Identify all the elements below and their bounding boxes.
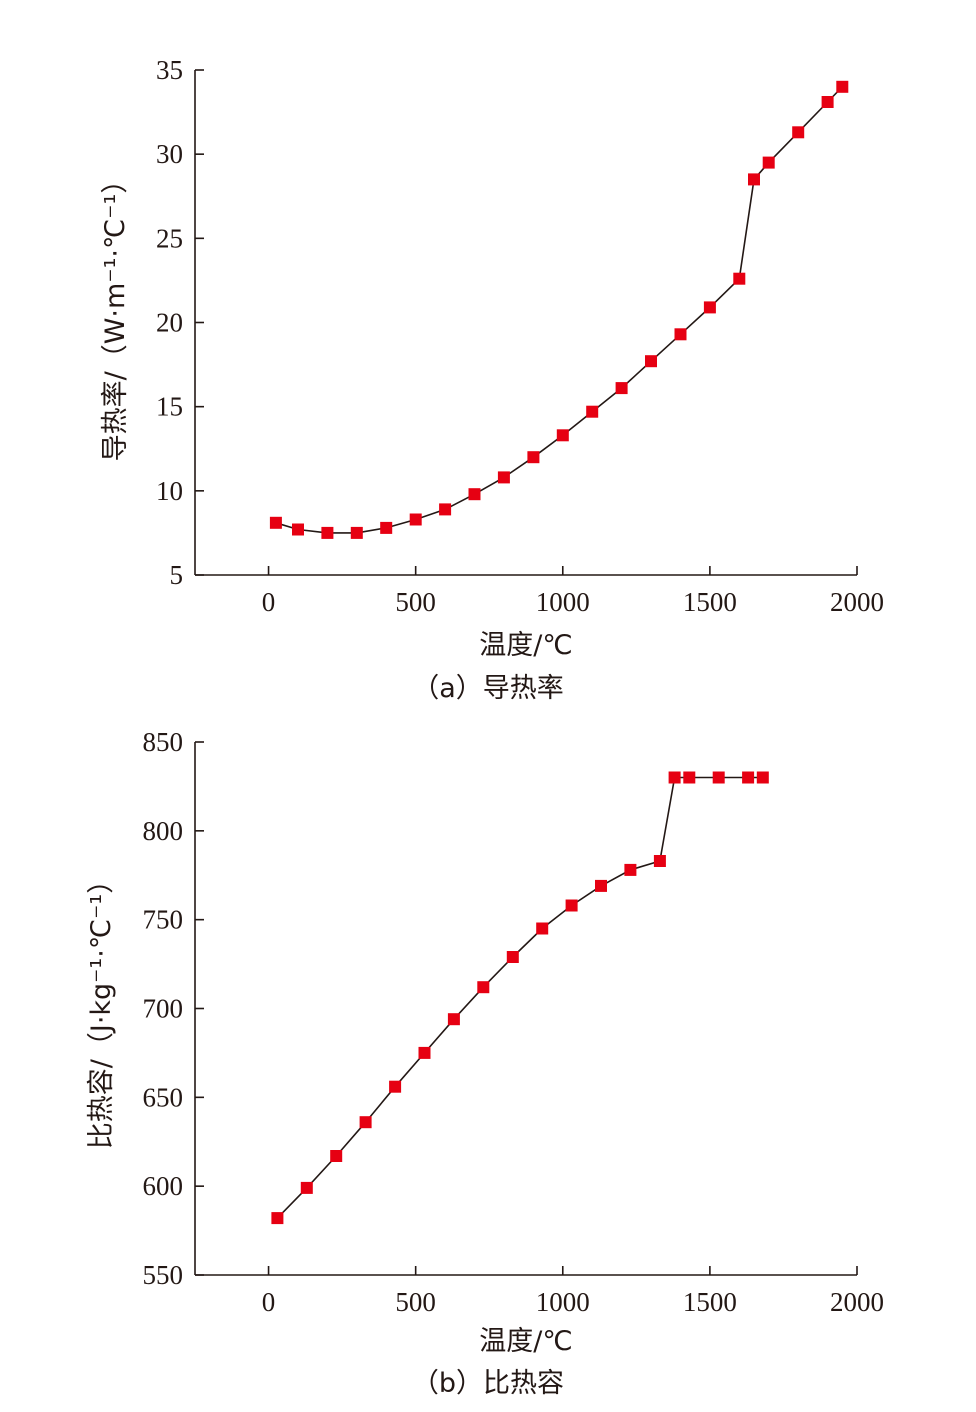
chart-thermal-conductivity: 导热率/（W·m⁻¹·℃⁻¹） 温度/℃ （a）导热率 5 10 15 20 25 30 3…: [100, 55, 884, 704]
chart-b-data-point: [271, 1212, 284, 1225]
chart-b-y-tick-label: 850: [143, 727, 184, 757]
chart-b-data-point: [683, 771, 696, 784]
chart-a-data-point: [645, 355, 657, 368]
chart-specific-heat: 比热容/（J·kg⁻¹·℃⁻¹） 温度/℃ （b）比热容 550 600 650 70…: [86, 727, 884, 1399]
chart-b-x-tick-label: 500: [395, 1287, 436, 1317]
chart-b-xlabel: 温度/℃: [479, 1326, 572, 1357]
chart-b-caption: （b）比热容: [412, 1368, 564, 1399]
chart-a-y-tick-label: 15: [156, 392, 183, 422]
chart-a-data-point: [439, 503, 452, 516]
chart-b-data-point: [506, 951, 519, 963]
chart-b-data-point: [359, 1116, 372, 1129]
chart-a-data-point: [792, 126, 805, 139]
chart-a-data-point: [733, 272, 746, 285]
chart-b-y-tick-label: 550: [143, 1260, 184, 1290]
chart-b-data-point: [389, 1080, 402, 1093]
chart-b-y-tick-label: 700: [143, 994, 184, 1024]
chart-b-x-tick-label: 2000: [830, 1287, 884, 1317]
chart-a-data-point: [380, 521, 393, 534]
chart-a-y-tick-label: 5: [170, 560, 184, 590]
chart-a-x-tick-label: 2000: [830, 587, 884, 617]
chart-b-x-tick-label: 1000: [536, 1287, 590, 1317]
chart-a-plot-area: 5 10 15 20 25 30 35 0 500 1000 1500 2000: [156, 55, 884, 617]
chart-a-data-point: [836, 80, 849, 93]
chart-a-data-point: [748, 173, 760, 186]
chart-a-data-point: [762, 156, 775, 169]
chart-b-data-point: [624, 863, 637, 876]
chart-a-data-point: [468, 488, 481, 501]
chart-b-data-point: [742, 771, 755, 784]
chart-b-data-point: [653, 855, 666, 867]
chart-a-y-tick-label: 10: [156, 476, 183, 506]
chart-b-data-point: [565, 899, 578, 912]
chart-b-ylabel: 比热容/（J·kg⁻¹·℃⁻¹）: [86, 867, 117, 1149]
chart-b-y-tick-label: 750: [143, 905, 184, 935]
chart-a-data-point: [615, 382, 628, 395]
chart-a-data-point: [674, 328, 687, 341]
chart-b-data-point: [418, 1046, 431, 1059]
chart-a-y-tick-label: 35: [156, 55, 183, 85]
chart-b-data-point: [447, 1013, 460, 1026]
chart-a-data-point: [292, 523, 304, 536]
chart-b-data-point: [712, 771, 725, 784]
chart-b-x-tick-label: 1500: [683, 1287, 737, 1317]
chart-a-data-point: [269, 516, 282, 529]
chart-b-data-point: [595, 879, 607, 892]
chart-b-plot-area: 550 600 650 700 750 800 850 0 500 1000 1500 2000: [143, 727, 885, 1317]
chart-a-y-tick-label: 30: [156, 139, 183, 169]
chart-b-data-point: [477, 981, 490, 994]
chart-a-data-point: [409, 513, 422, 526]
chart-a-data-point: [703, 301, 716, 314]
chart-a-data-point: [556, 429, 569, 442]
chart-a-x-tick-label: 1500: [683, 587, 737, 617]
chart-b-y-tick-label: 600: [143, 1171, 184, 1201]
chart-a-caption: （a）导热率: [412, 673, 564, 704]
chart-a-xlabel: 温度/℃: [479, 630, 572, 661]
chart-b-y-tick-label: 800: [143, 816, 184, 846]
chart-b-y-tick-label: 650: [143, 1082, 184, 1112]
chart-b-data-point: [300, 1181, 313, 1194]
chart-a-series-line: [275, 86, 843, 534]
chart-a-y-tick-label: 25: [156, 223, 183, 253]
chart-a-x-tick-label: 1000: [536, 587, 590, 617]
chart-b-data-point: [668, 771, 681, 784]
chart-a-data-point: [821, 96, 834, 108]
chart-b-data-point: [330, 1150, 343, 1162]
chart-a-x-tick-label: 500: [395, 587, 436, 617]
chart-a-ylabel: 导热率/（W·m⁻¹·℃⁻¹）: [100, 167, 131, 462]
chart-a-data-point: [527, 451, 540, 464]
chart-a-data-point: [586, 405, 599, 418]
chart-b-data-point: [536, 922, 549, 935]
chart-a-data-point: [350, 526, 363, 539]
chart-a-y-tick-label: 20: [156, 308, 183, 338]
chart-b-data-point: [756, 771, 769, 784]
chart-b-x-tick-label: 0: [262, 1287, 276, 1317]
chart-a-data-point: [321, 526, 334, 539]
chart-a-data-point: [497, 471, 510, 484]
chart-a-x-tick-label: 0: [262, 587, 276, 617]
chart-b-series-line: [276, 776, 763, 1219]
